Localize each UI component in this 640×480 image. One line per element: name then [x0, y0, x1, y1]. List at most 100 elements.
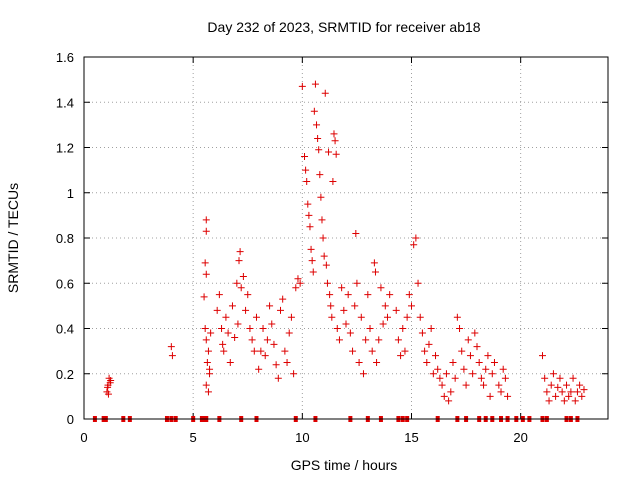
data-point — [318, 216, 326, 224]
data-point — [306, 223, 314, 231]
data-point — [458, 347, 466, 355]
data-point — [244, 291, 252, 299]
data-point — [224, 329, 232, 337]
data-point — [373, 358, 381, 366]
data-point — [219, 340, 227, 348]
data-point — [202, 381, 210, 389]
y-tick-label: 0 — [67, 412, 74, 427]
data-point — [370, 259, 378, 267]
data-point — [304, 200, 312, 208]
data-point — [248, 336, 256, 344]
data-point — [364, 291, 372, 299]
data-point — [486, 392, 494, 400]
data-point — [353, 279, 361, 287]
data-point — [410, 241, 418, 249]
data-point — [302, 166, 310, 174]
data-point — [466, 352, 474, 360]
data-point — [307, 245, 315, 253]
data-point — [215, 291, 223, 299]
data-point — [563, 381, 571, 389]
data-point — [272, 361, 280, 369]
data-point — [482, 365, 490, 373]
data-point — [346, 329, 354, 337]
data-point — [325, 148, 333, 156]
data-point — [397, 352, 405, 360]
data-point — [414, 279, 422, 287]
data-point — [270, 340, 278, 348]
data-point — [440, 392, 448, 400]
data-point — [545, 397, 553, 405]
data-point — [567, 388, 575, 396]
data-point — [464, 336, 472, 344]
data-point — [316, 171, 324, 179]
data-point — [416, 313, 424, 321]
data-point — [499, 365, 507, 373]
data-point — [104, 383, 112, 391]
data-point — [292, 284, 300, 292]
axis-ticks: 0 0.2 0.4 0.6 0.8 1 1.2 1.4 1.6 0 5 10 15 20 — [56, 50, 608, 445]
y-axis-label: SRMTID / TECUs — [5, 183, 21, 293]
data-point — [549, 370, 557, 378]
data-point — [541, 374, 549, 382]
data-point — [298, 82, 306, 90]
data-point — [547, 381, 555, 389]
data-point — [349, 347, 357, 355]
data-point — [432, 352, 440, 360]
data-point — [296, 279, 304, 287]
data-point — [357, 313, 365, 321]
data-point — [576, 381, 584, 389]
data-point — [573, 388, 581, 396]
data-point — [386, 291, 394, 299]
data-point — [399, 325, 407, 332]
data-point — [202, 336, 210, 344]
data-point — [257, 347, 265, 355]
data-point — [462, 381, 470, 389]
data-point — [236, 248, 244, 256]
x-tick-label: 20 — [513, 430, 527, 445]
data-point — [484, 352, 492, 360]
data-point — [320, 252, 328, 260]
data-point — [403, 313, 411, 321]
data-point — [355, 358, 363, 366]
data-point — [294, 275, 302, 283]
x-tick-label: 0 — [80, 430, 87, 445]
data-point — [287, 313, 295, 321]
data-point — [281, 347, 289, 355]
data-point — [421, 347, 429, 355]
y-tick-label: 0.8 — [56, 231, 74, 246]
data-point — [383, 313, 391, 321]
data-point — [239, 272, 247, 280]
data-point — [427, 325, 435, 332]
data-point — [442, 370, 450, 378]
data-point — [314, 134, 322, 142]
data-point — [456, 325, 464, 332]
data-point — [379, 320, 387, 328]
data-point — [497, 388, 505, 396]
data-point — [501, 374, 509, 382]
data-point — [554, 383, 562, 391]
data-point — [268, 320, 276, 328]
data-point — [490, 358, 498, 366]
y-tick-label: 1.2 — [56, 141, 74, 156]
data-point — [203, 358, 211, 366]
data-point — [381, 302, 389, 310]
data-point — [309, 268, 317, 276]
data-point — [352, 229, 360, 237]
data-point — [201, 259, 209, 267]
data-point — [408, 302, 415, 310]
data-point — [234, 320, 242, 328]
data-point — [552, 392, 560, 400]
data-point — [453, 313, 461, 321]
data-point — [377, 284, 385, 292]
data-point — [218, 325, 226, 332]
data-point — [543, 388, 551, 396]
data-point — [327, 302, 335, 310]
plot-frame — [83, 56, 609, 420]
data-point — [445, 397, 453, 405]
data-point — [204, 388, 212, 396]
data-point — [438, 381, 446, 389]
y-tick-label: 0.2 — [56, 367, 74, 382]
data-point — [285, 329, 293, 337]
data-point — [412, 234, 420, 242]
data-point — [279, 295, 287, 303]
